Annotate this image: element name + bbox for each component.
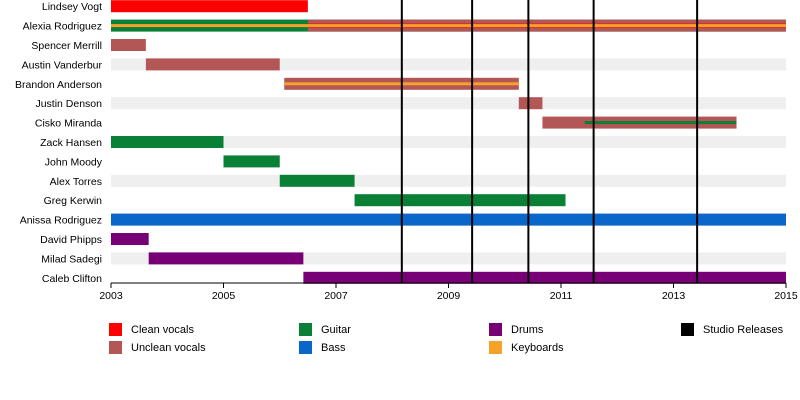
row-stripe-zack-hansen [111,136,786,148]
legend-item-drums: Drums [489,323,543,336]
legend-label-keyboards: Keyboards [511,341,564,354]
bar-austin-vanderbur-unclean-vocals-0 [145,58,280,71]
member-label-cisko-miranda: Cisko Miranda [35,118,102,130]
legend-item-clean-vocals: Clean vocals [109,323,194,336]
bar-alex-torres-guitar-0 [279,174,355,187]
member-label-brandon-anderson: Brandon Anderson [15,79,102,91]
x-tick-label-2013: 2013 [662,290,686,302]
member-label-milad-sadegi: Milad Sadegi [41,253,102,265]
bar-zack-hansen-guitar-0 [111,136,224,148]
bar-david-phipps-drums-0 [111,233,149,245]
bar-spencer-merrill-unclean-vocals-0 [111,39,146,51]
legend-label-clean-vocals: Clean vocals [131,323,194,336]
legend-swatch-bass [299,341,312,354]
member-label-caleb-clifton: Caleb Clifton [42,273,102,285]
x-tick-label-2009: 2009 [437,290,461,302]
legend-label-guitar: Guitar [321,323,351,336]
member-label-spencer-merrill: Spencer Merrill [31,40,102,52]
row-stripe-alex-torres [111,174,786,187]
x-tick-label-2005: 2005 [212,290,236,302]
x-tick-label-2011: 2011 [550,290,573,302]
member-label-alexia-rodriguez: Alexia Rodriguez [23,21,102,33]
bar-caleb-clifton-drums-0 [303,271,786,284]
bar-alexia-rodriguez-keyboards-3 [111,24,786,28]
bar-lindsey-vogt-clean-vocals-0 [111,0,308,13]
member-label-anissa-rodriguez: Anissa Rodriguez [20,215,102,227]
legend-item-keyboards: Keyboards [489,341,564,354]
member-label-john-moody: John Moody [45,156,103,168]
x-tick-label-2007: 2007 [324,290,348,302]
member-label-zack-hansen: Zack Hansen [40,137,102,149]
member-label-justin-denson: Justin Denson [35,98,102,110]
bar-milad-sadegi-drums-0 [148,252,304,265]
x-tick-label-2015: 2015 [774,290,798,302]
legend-swatch-guitar [299,323,312,336]
legend-swatch-keyboards [489,341,502,354]
legend-item-studio-releases: Studio Releases [681,323,783,336]
legend-swatch-clean-vocals [109,323,122,336]
member-label-austin-vanderbur: Austin Vanderbur [22,59,103,71]
member-label-greg-kerwin: Greg Kerwin [44,195,103,207]
legend-label-unclean-vocals: Unclean vocals [131,341,206,354]
member-label-david-phipps: David Phipps [40,234,102,246]
legend-item-unclean-vocals: Unclean vocals [109,341,206,354]
legend-swatch-studio-releases [681,323,694,336]
x-tick-label-2003: 2003 [99,290,123,302]
legend-label-drums: Drums [511,323,544,336]
legend-swatch-unclean-vocals [109,341,122,354]
bar-john-moody-guitar-0 [223,155,280,168]
legend-swatch-drums [489,323,502,336]
bar-anissa-rodriguez-bass-0 [111,213,786,226]
legend-item-bass: Bass [299,341,345,354]
legend-label-bass: Bass [321,341,346,354]
legend-item-guitar: Guitar [299,323,351,336]
bar-cisko-miranda-guitar-1 [584,121,737,125]
row-stripe-justin-denson [111,97,786,110]
timeline-svg: Lindsey Vogt Alexia Rodriguez Spencer Merr… [15,0,798,302]
member-label-lindsey-vogt: Lindsey Vogt [42,1,102,13]
bar-justin-denson-unclean-vocals-0 [518,97,543,110]
bar-greg-kerwin-guitar-0 [354,194,566,207]
member-label-alex-torres: Alex Torres [50,176,102,188]
legend-label-studio-releases: Studio Releases [703,323,784,336]
